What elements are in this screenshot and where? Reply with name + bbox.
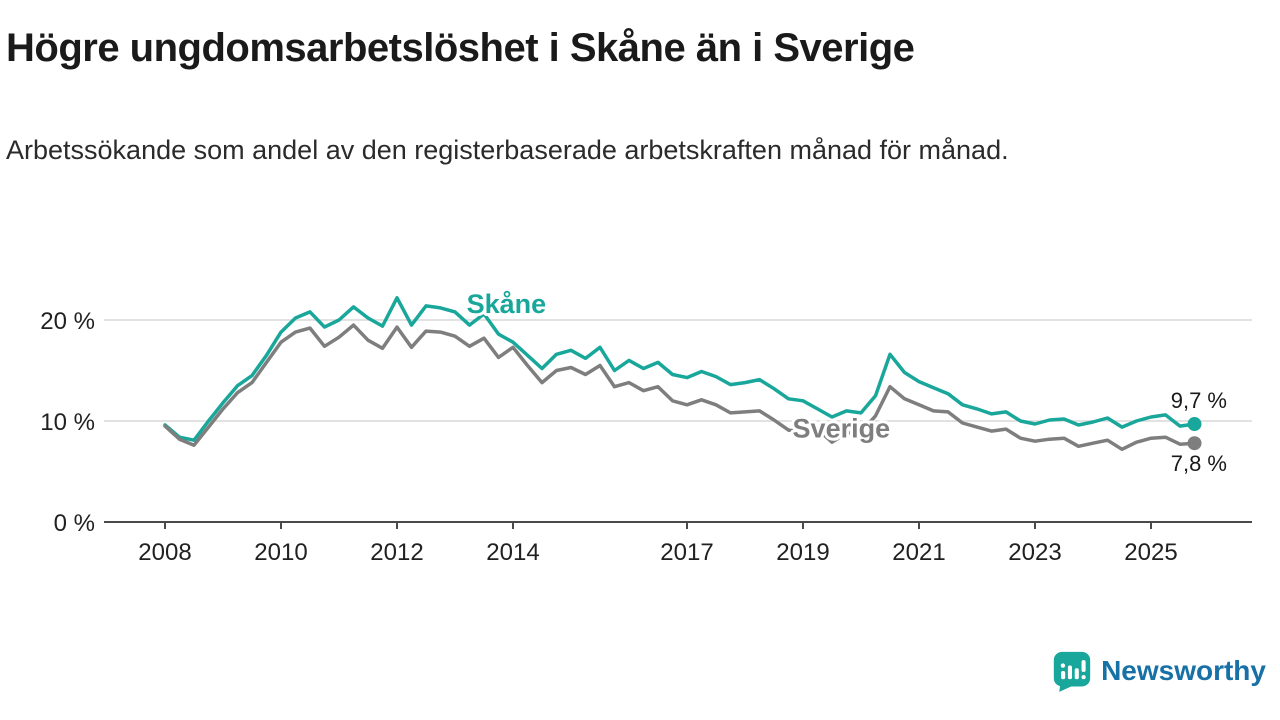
newsworthy-branding: Newsworthy bbox=[1052, 648, 1266, 694]
newsworthy-wordmark: Newsworthy bbox=[1101, 655, 1266, 686]
x-tick-label-2010: 2010 bbox=[254, 539, 307, 566]
x-tick-label-2008: 2008 bbox=[138, 539, 191, 566]
end-value-label-sverige: 7,8 % bbox=[1171, 451, 1227, 476]
logo-dot bbox=[1060, 663, 1066, 668]
x-tick-label-2019: 2019 bbox=[776, 539, 829, 566]
x-tick-label-2023: 2023 bbox=[1008, 539, 1061, 566]
series-label-sverige: Sverige bbox=[793, 414, 891, 444]
x-tick-label-2025: 2025 bbox=[1124, 539, 1177, 566]
series-label-skane: Skåne bbox=[467, 289, 547, 319]
end-value-label-skane: 9,7 % bbox=[1171, 388, 1227, 413]
series-line-skane bbox=[163, 296, 1197, 442]
line-chart: 0 % 10 % 20 % 2008 2010 2012 2014 2017 2019 2021 2… bbox=[0, 250, 1280, 590]
y-tick-label-10: 10 % bbox=[40, 409, 95, 436]
logo-exclamation-bar bbox=[1081, 660, 1086, 672]
newsworthy-logo-icon bbox=[1053, 651, 1091, 692]
y-tick-label-20: 20 % bbox=[40, 308, 95, 335]
logo-bubble-tail bbox=[1059, 684, 1072, 692]
logo-bar-medium bbox=[1067, 665, 1073, 680]
x-tick-label-2017: 2017 bbox=[660, 539, 713, 566]
x-tick-label-2021: 2021 bbox=[892, 539, 945, 566]
end-dot-skane bbox=[1187, 417, 1202, 432]
chart-canvas: 0 % 10 % 20 % 2008 2010 2012 2014 2017 2019 2021 2… bbox=[40, 286, 1252, 566]
logo-bar-tall bbox=[1074, 668, 1079, 680]
logo-bar-small bbox=[1061, 671, 1066, 680]
series-line-sverige bbox=[163, 323, 1197, 452]
chart-title: Högre ungdomsarbetslöshet i Skåne än i S… bbox=[6, 26, 915, 70]
chart-subtitle: Arbetssökande som andel av den registerb… bbox=[6, 135, 1009, 165]
end-dot-sverige bbox=[1187, 436, 1202, 451]
logo-exclamation-dot bbox=[1081, 675, 1086, 680]
y-tick-label-0: 0 % bbox=[54, 510, 95, 537]
x-tick-label-2014: 2014 bbox=[486, 539, 539, 566]
x-tick-label-2012: 2012 bbox=[370, 539, 423, 566]
